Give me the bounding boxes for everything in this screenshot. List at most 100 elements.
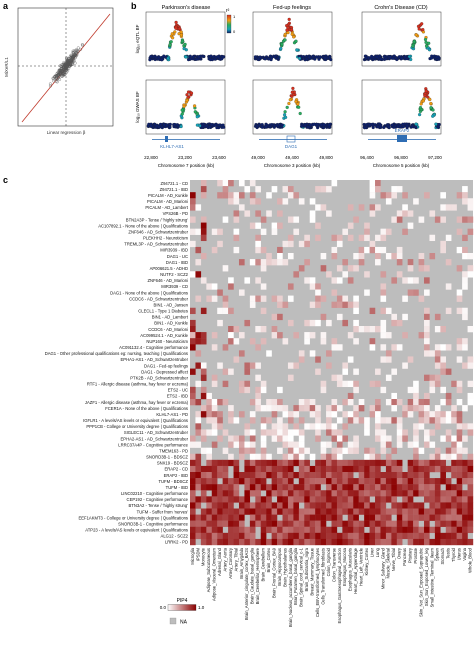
heatmap-row-label: ZNF646 - AD_Schwartzentruber: [128, 229, 188, 234]
heatmap-cell: [424, 319, 430, 327]
panel-a-point: [62, 69, 66, 72]
heatmap-cell: [320, 253, 327, 260]
heatmap-cell: [195, 478, 202, 485]
heatmap-cell: [429, 234, 436, 242]
heatmap-cell: [331, 459, 338, 467]
heatmap-cell: [238, 386, 245, 394]
panel-b-snp-point: [291, 86, 295, 91]
heatmap-cell: [260, 508, 267, 515]
heatmap-cell: [238, 380, 245, 388]
heatmap-cell: [364, 429, 370, 436]
heatmap-cell: [249, 180, 256, 187]
heatmap-cell: [255, 484, 261, 491]
heatmap-cell: [347, 514, 354, 521]
heatmap-cell: [462, 186, 468, 193]
panel-a-point: [63, 65, 67, 69]
heatmap-cell: [451, 502, 457, 509]
panel-b-snp-point: [300, 124, 304, 128]
heatmap-cell: [358, 526, 365, 534]
heatmap-cell: [391, 526, 398, 534]
heatmap-cell: [396, 538, 403, 546]
heatmap-cell: [342, 259, 349, 266]
heatmap-cell: [326, 405, 332, 412]
heatmap-cell: [331, 429, 338, 436]
heatmap-cell: [369, 411, 376, 418]
heatmap-cell: [200, 490, 207, 497]
heatmap-cell: [347, 234, 354, 242]
heatmap-cell: [298, 520, 305, 527]
heatmap-cell: [282, 502, 289, 509]
heatmap-cell: [255, 246, 261, 254]
heatmap-cell: [217, 514, 223, 521]
heatmap-cell: [249, 399, 256, 406]
heatmap-cell: [413, 277, 419, 284]
heatmap-cell: [391, 313, 398, 321]
panel-b-snp-point: [287, 101, 291, 106]
heatmap-cell: [353, 319, 359, 327]
heatmap-cell: [277, 502, 283, 509]
heatmap-cell: [429, 526, 436, 534]
heatmap-cell: [282, 459, 289, 467]
panel-a-point: [70, 55, 74, 59]
heatmap-cell: [424, 490, 430, 497]
heatmap-cell: [287, 234, 294, 242]
heatmap-cell: [195, 441, 202, 448]
heatmap-cell: [326, 538, 332, 546]
heatmap-cell: [445, 526, 452, 534]
heatmap-cell: [260, 380, 267, 388]
heatmap-cell: [277, 520, 283, 527]
heatmap-cell: [375, 259, 381, 266]
heatmap-cell: [255, 386, 261, 394]
heatmap-cell: [364, 484, 370, 491]
heatmap-cell: [456, 386, 463, 394]
panel-b-snp-point: [414, 122, 418, 126]
heatmap-cell: [396, 472, 403, 479]
panel-b-label: b: [131, 1, 137, 11]
heatmap-cell: [445, 478, 452, 485]
heatmap-cell: [195, 295, 202, 302]
heatmap-cell: [364, 508, 370, 515]
heatmap-cell: [380, 478, 387, 485]
heatmap-cell: [304, 259, 310, 266]
heatmap-cell: [249, 538, 256, 546]
heatmap-cell: [228, 441, 234, 448]
heatmap-column-label: Artery_Aorta: [222, 547, 227, 571]
heatmap-cell: [206, 465, 212, 473]
heatmap-cell: [429, 441, 436, 448]
heatmap-cell: [429, 496, 436, 503]
heatmap-cell: [347, 222, 354, 229]
heatmap-cell: [233, 490, 240, 497]
panel-a-points: [48, 43, 85, 88]
heatmap-cell: [456, 441, 463, 448]
heatmap-cell: [293, 429, 300, 436]
heatmap-cell: [233, 356, 240, 363]
heatmap-cell: [429, 538, 436, 546]
heatmap-cell: [222, 399, 229, 406]
heatmap-cell: [211, 423, 218, 430]
heatmap-cell: [467, 478, 474, 485]
panel-a-point: [73, 56, 77, 60]
heatmap-cell: [445, 520, 452, 527]
heatmap-cell: [380, 514, 387, 521]
heatmap-cell: [287, 283, 294, 290]
heatmap-cell: [440, 478, 446, 485]
heatmap-cell: [429, 502, 436, 509]
panel-b-snp-point: [423, 37, 428, 42]
heatmap-cell: [336, 465, 343, 473]
heatmap-cell: [326, 186, 332, 193]
heatmap-cell: [304, 423, 310, 430]
heatmap-cell: [451, 380, 457, 388]
heatmap-cell: [217, 423, 223, 430]
heatmap-cell: [391, 447, 398, 454]
heatmap-column-label: Artery_Tibial: [233, 548, 238, 571]
panel-b-snp-point: [182, 104, 186, 109]
panel-b-col2-tick-1: 49,000: [251, 155, 265, 160]
heatmap-row-label: RTF1 - Allergic disease (asthma, hay fev…: [87, 382, 189, 387]
heatmap-cell: [451, 496, 457, 503]
heatmap-cell: [315, 435, 321, 442]
heatmap-cell: [293, 526, 300, 534]
heatmap-row-label: LRRC37A4P - Cognitive performance: [118, 442, 188, 447]
heatmap-cell: [342, 472, 349, 479]
heatmap-cell: [282, 259, 289, 266]
panel-b-col1-eqtl-points: [148, 20, 226, 62]
